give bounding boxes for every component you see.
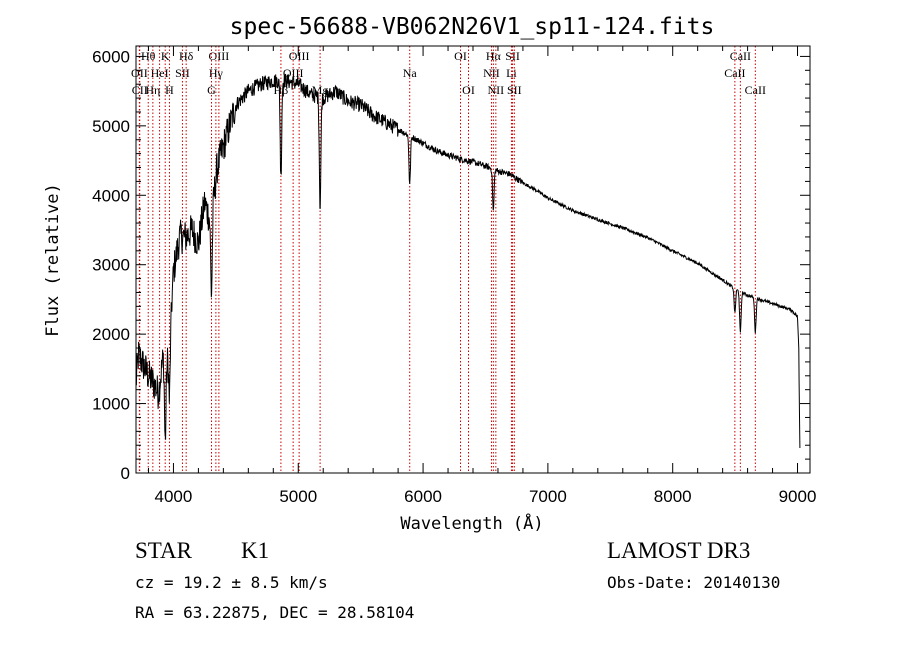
spectral-line-label: Hδ: [179, 49, 194, 63]
spectral-line-label: SII: [507, 83, 522, 97]
spectral-line-label: NII: [483, 66, 500, 80]
spectral-line-label: CaII: [724, 66, 745, 80]
spectral-line-label: HeI: [151, 66, 169, 80]
spectral-line-label: G: [207, 83, 216, 97]
spectral-line-label: Hγ: [209, 66, 224, 80]
spectrum-line: [135, 73, 801, 449]
observation-date: Obs-Date: 20140130: [607, 573, 781, 592]
y-tick-label: 0: [121, 464, 130, 483]
y-tick-label: 4000: [92, 186, 130, 205]
spectral-line-label: Li: [506, 66, 517, 80]
spectral-line-label: OII: [131, 66, 148, 80]
x-tick-label: 5000: [279, 487, 317, 506]
axis-ticks: 4000 5000 6000 7000 8000 9000 0 1000 2000 3000 400…: [92, 46, 816, 506]
y-axis-label: Flux (relative): [43, 183, 63, 337]
spectral-line-label: Hθ: [141, 49, 156, 63]
spectral-line-label: CaII: [730, 49, 751, 63]
y-tick-label: 5000: [92, 117, 130, 136]
y-tick-label: 6000: [92, 47, 130, 66]
y-tick-label: 2000: [92, 325, 130, 344]
spectral-line-label: Hη: [145, 83, 160, 97]
spectral-line-label: Na: [403, 66, 418, 80]
spectral-line-label: CaII: [745, 83, 766, 97]
spectral-line-label: NII: [488, 83, 505, 97]
spectral-line-label: OI: [454, 49, 467, 63]
data-release: LAMOST DR3: [607, 538, 751, 563]
x-axis-label: Wavelength (Å): [400, 512, 543, 534]
y-tick-label: 1000: [92, 395, 130, 414]
spectral-line-label: H: [165, 83, 174, 97]
spectral-line-label: Hα: [486, 49, 502, 63]
x-tick-label: 4000: [155, 487, 193, 506]
sky-coordinates: RA = 63.22875, DEC = 28.58104: [135, 603, 415, 622]
redshift-velocity: cz = 19.2 ± 8.5 km/s: [135, 573, 328, 592]
y-tick-label: 3000: [92, 256, 130, 275]
spectral-line-label: OIII: [289, 49, 310, 63]
spectral-line-label: SII: [175, 66, 190, 80]
spectral-line-label: SII: [505, 49, 520, 63]
spectral-line-label: OIII: [209, 49, 230, 63]
object-class: STAR: [135, 538, 192, 563]
chart-title: spec-56688-VB062N26V1_sp11-124.fits: [230, 14, 715, 40]
x-tick-label: 7000: [529, 487, 567, 506]
plot-frame: [135, 45, 811, 474]
x-tick-label: 6000: [404, 487, 442, 506]
x-tick-label: 9000: [779, 487, 817, 506]
spectral-line-label: K: [161, 49, 170, 63]
x-tick-label: 8000: [654, 487, 692, 506]
object-subclass: K1: [241, 538, 270, 563]
spectral-line-label: OI: [462, 83, 475, 97]
